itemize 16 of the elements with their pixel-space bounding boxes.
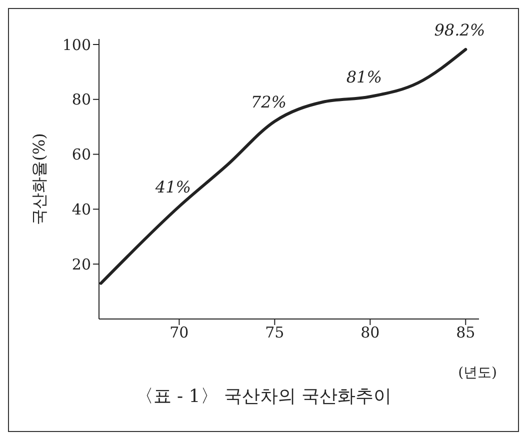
x-tick-label: 85: [456, 324, 476, 342]
x-tick-label: 80: [360, 324, 380, 342]
y-tick-label: 60: [72, 146, 91, 164]
data-label: 41%: [154, 177, 191, 196]
y-tick-label: 80: [72, 90, 91, 109]
data-label: 81%: [346, 68, 382, 87]
x-axis-title: (년도): [458, 365, 497, 381]
text: 〈표 - 1〉 국산차의 국산화추이: [134, 385, 393, 408]
data-label: 72%: [250, 92, 286, 112]
x-tick-label: 70: [170, 324, 189, 342]
data-label: 98.2%: [434, 20, 486, 40]
y-axis-title: 국산화율(%): [30, 133, 49, 225]
y-tick-label: 20: [72, 255, 91, 274]
y-tick-label: 100: [62, 36, 91, 54]
y-tick-label: 40: [72, 200, 91, 219]
x-tick-label: 75: [265, 324, 284, 342]
